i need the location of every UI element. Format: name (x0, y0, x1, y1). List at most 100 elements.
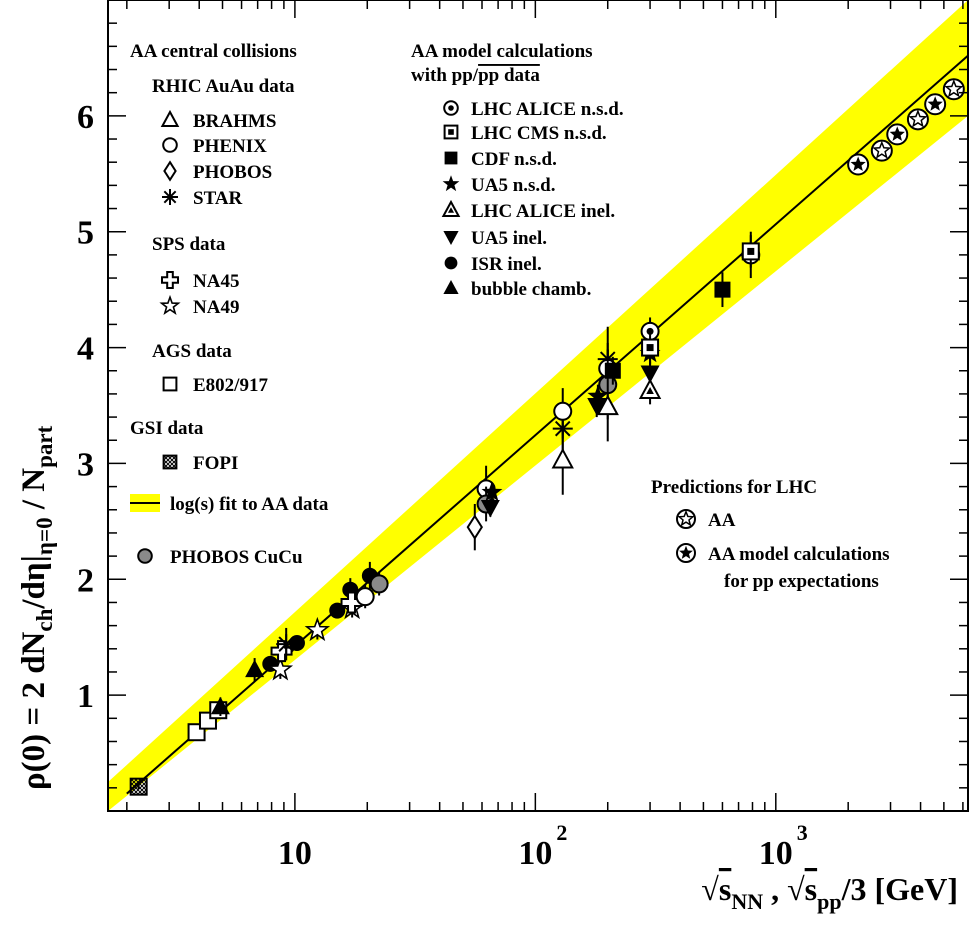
data-point-dot-square (641, 338, 660, 357)
legend-marker-filled-circle (444, 256, 458, 270)
series-dot-square (641, 235, 760, 364)
series-open-cross (270, 590, 363, 663)
y-tick-label: 1 (77, 678, 94, 715)
series-open-triangle (551, 371, 619, 495)
fit-band-layer (108, 0, 968, 811)
legend-marker-dot-square (443, 124, 459, 140)
legend-item-label: AA model calculations (708, 544, 890, 565)
y-tick-label: 3 (77, 446, 94, 483)
x-axis-title-part: √ (787, 871, 805, 907)
data-point-open-star (267, 656, 294, 681)
legend-item-label: LHC ALICE n.s.d. (471, 99, 624, 120)
data-point-star-in-circle-filled (847, 153, 870, 176)
data-point-star-in-circle-open (870, 139, 893, 162)
data-point-open-cross (340, 591, 363, 614)
x-tick-label: 10 (518, 835, 552, 872)
data-point-filled-down-triangle (480, 499, 500, 518)
legend-marker-open-cross (161, 271, 179, 289)
data-point-star-in-circle-open (906, 108, 929, 131)
y-axis-title-part: /dη| (16, 555, 52, 610)
data-point-filled-triangle (245, 659, 265, 678)
data-point-filled-square (604, 362, 621, 379)
legend-item-label: BRAHMS (193, 111, 276, 132)
series-triangle-in-triangle (638, 376, 662, 405)
y-axis: 1 2 3 4 5 6 ρ(0) = 2 dNch/dη|η=0 / Npart (16, 22, 968, 812)
legend-item-label: PHOBOS (193, 162, 272, 183)
series-star-in-circle-filled (847, 93, 947, 176)
legend-heading: with pp/pp data (411, 65, 540, 86)
data-point-open-star (304, 616, 331, 642)
x-axis-title-part: NN (731, 889, 763, 914)
legend-item-label: FOPI (193, 453, 238, 474)
legend-item-label: PHENIX (193, 136, 267, 157)
legend-heading: Predictions for LHC (651, 477, 817, 498)
legend-item-label: NA45 (193, 271, 239, 292)
legend-marker-open-circle (162, 137, 178, 153)
legend-item-label: STAR (193, 188, 243, 209)
legend-item-label: NA49 (193, 297, 239, 318)
data-point-filled-down-triangle (640, 365, 660, 384)
legend-heading-part: pp data (478, 65, 540, 86)
data-point-open-circle (355, 587, 375, 607)
y-axis-title-part: part (32, 425, 57, 468)
y-axis-title-part: ch (32, 608, 57, 631)
data-point-star-in-circle-filled (886, 123, 909, 146)
x-axis-title: √sNN , √spp/3 [GeV] (701, 871, 958, 914)
legend-item-label: bubble chamb. (471, 279, 591, 300)
data-point-filled-triangle (210, 696, 230, 715)
legend-item-label: ISR inel. (471, 254, 542, 275)
x-axis-title-part: s (805, 871, 817, 907)
data-point-dot-square (741, 242, 760, 261)
plot-frame (107, 0, 969, 812)
y-axis-title: ρ(0) = 2 dNch/dη|η=0 / Npart (16, 425, 57, 790)
data-point-open-diamond (466, 514, 483, 541)
data-point-filled-star (587, 385, 609, 406)
data-point-hatched-square (129, 777, 148, 796)
legend-marker-filled-square (444, 151, 458, 165)
legend-marker-hatched-square (162, 454, 178, 470)
x-tick-label: 10 (759, 835, 793, 872)
data-point-open-circle (553, 401, 573, 421)
legend-heading: AA central collisions (130, 41, 297, 62)
legend-heading: RHIC AuAu data (152, 76, 295, 97)
y-tick-label: 4 (77, 331, 94, 368)
legend-marker-star-in-circle-open (676, 509, 696, 529)
legend-marker-open-square (162, 376, 178, 392)
data-point-triangle-in-triangle (638, 378, 662, 399)
series-hatched-square (129, 777, 148, 796)
data-point-asterisk (276, 634, 297, 655)
legend-heading: SPS data (152, 234, 226, 255)
legend-heading: AGS data (152, 341, 232, 362)
fit-band (108, 0, 968, 811)
data-points-layer (129, 78, 965, 796)
series-star-in-circle-open (870, 78, 965, 162)
legend-marker-dot-circle (443, 100, 459, 116)
y-tick-label: 2 (77, 562, 94, 599)
data-point-open-triangle (596, 394, 619, 416)
x-tick-exponent: 2 (556, 820, 567, 845)
legend-marker-fit-line (130, 494, 160, 512)
data-point-open-triangle (551, 447, 574, 469)
x-axis-title-part: √ (701, 871, 719, 907)
legend-item-label: LHC CMS n.s.d. (471, 123, 607, 144)
legend-item-label: E802/917 (193, 375, 268, 396)
series-filled-triangle (210, 658, 265, 716)
legend-marker-filled-triangle (443, 280, 459, 294)
legend-marker-open-diamond (163, 160, 177, 182)
legend-marker-filled-star (442, 175, 460, 192)
legend-marker-triangle-in-triangle (441, 199, 461, 217)
x-axis-title-part: , (763, 871, 787, 907)
data-point-filled-circle (288, 635, 305, 652)
legend-item-label: AA (708, 510, 736, 531)
data-point-filled-square (714, 281, 731, 298)
legend-heading-part: with pp/ (411, 65, 479, 86)
data-point-star-in-circle-open (942, 78, 965, 101)
y-axis-title-part: / N (16, 468, 52, 518)
series-filled-square (604, 272, 731, 385)
x-axis-title-part: s (719, 871, 731, 907)
legend-marker-filled-down-triangle (443, 231, 459, 245)
data-point-open-cross (270, 640, 293, 663)
legend-marker-star-in-circle-filled (676, 543, 696, 563)
